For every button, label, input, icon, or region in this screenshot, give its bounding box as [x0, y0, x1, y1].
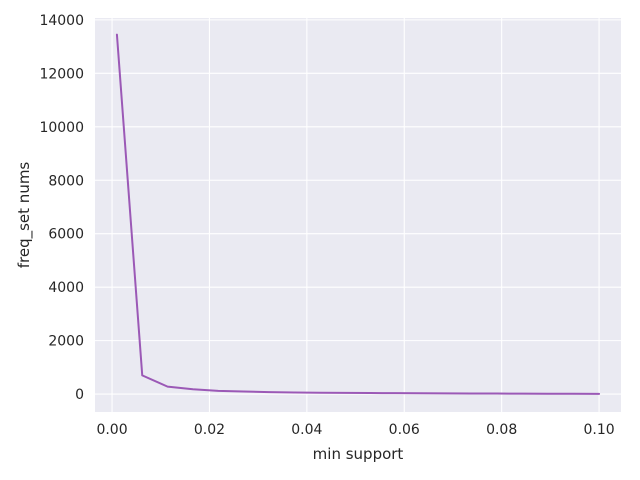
y-tick-label: 8000 — [48, 173, 84, 189]
y-axis-ticks: 0 2000 4000 6000 8000 10000 12000 14000 — [39, 13, 84, 403]
y-tick-label: 4000 — [48, 280, 84, 296]
x-tick-label: 0.06 — [389, 422, 420, 438]
plot-background — [95, 18, 621, 412]
y-tick-label: 0 — [75, 387, 84, 403]
x-tick-label: 0.04 — [291, 422, 322, 438]
series-layer — [115, 33, 601, 395]
y-tick-label: 10000 — [39, 120, 84, 136]
x-axis-ticks: 0.00 0.02 0.04 0.06 0.08 0.10 — [96, 422, 614, 438]
x-axis-label: min support — [313, 445, 404, 463]
x-tick-label: 0.02 — [194, 422, 225, 438]
grid — [95, 18, 621, 412]
x-tick-label: 0.00 — [96, 422, 127, 438]
x-tick-label: 0.10 — [583, 422, 614, 438]
y-tick-label: 2000 — [48, 334, 84, 350]
y-tick-label: 12000 — [39, 66, 84, 82]
y-axis-label: freq_set nums — [15, 162, 34, 269]
y-tick-label: 14000 — [39, 13, 84, 29]
y-tick-label: 6000 — [48, 227, 84, 243]
x-tick-label: 0.08 — [486, 422, 517, 438]
series-line — [115, 33, 601, 395]
